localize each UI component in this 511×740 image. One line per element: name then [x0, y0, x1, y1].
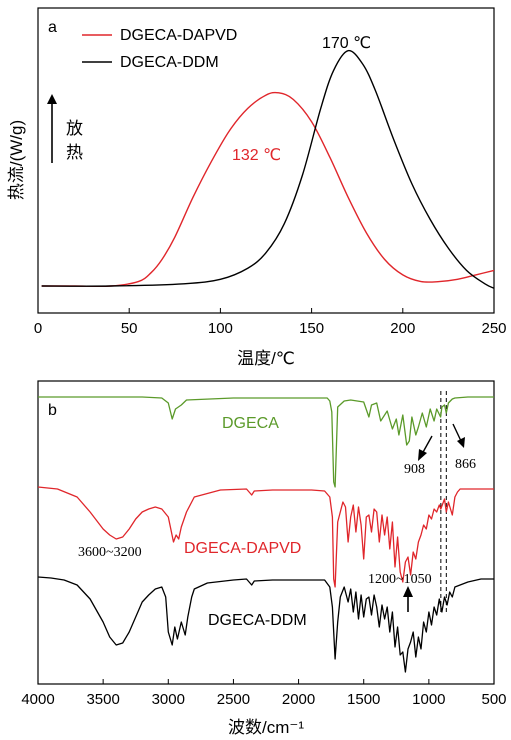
panel-b-tick-label: 2000 — [282, 691, 315, 708]
arrow-908-line — [421, 435, 433, 455]
panel-b-tick-label: 3000 — [152, 691, 185, 708]
arrow-866-line — [452, 423, 462, 442]
panel-b-tick-label: 2500 — [217, 691, 250, 708]
legend-label-dapvd: DGECA-DAPVD — [120, 27, 237, 44]
panel-a-tick-label: 200 — [390, 320, 415, 337]
panel-a-tick-label: 150 — [299, 320, 324, 337]
dsc-curve-dgeca-ddm — [41, 49, 495, 289]
panel-a-letter: a — [48, 19, 57, 36]
panel-a-frame — [37, 7, 495, 314]
panel-b: b 4000 3500 3000 2500 2000 1500 1000 500 波数/cm⁻… — [21, 380, 507, 737]
panel-b-xlabel: 波数/cm⁻¹ — [228, 718, 304, 737]
annotation-866: 866 — [455, 457, 476, 472]
ir-spectrum-dgeca-dapvd — [37, 486, 494, 588]
annotation-908: 908 — [404, 462, 425, 477]
panel-b-letter: b — [48, 402, 57, 419]
label-dgeca-ddm: DGECA-DDM — [208, 612, 307, 629]
panel-a-tick-label: 250 — [481, 320, 506, 337]
annotation-1200-1050: 1200~1050 — [368, 572, 432, 587]
panel-a-curves — [41, 49, 495, 289]
peak-label-ddm: 170 ℃ — [322, 35, 371, 52]
panel-b-x-ticks: 4000 3500 3000 2500 2000 1500 1000 500 — [21, 679, 507, 708]
panel-b-curves — [37, 396, 494, 673]
panel-a-ylabel: 热流/(W/g) — [7, 120, 26, 200]
panel-a-tick-label: 100 — [208, 320, 233, 337]
panel-b-frame — [37, 380, 495, 685]
panel-a-tick-label: 0 — [34, 320, 42, 337]
peak-label-dapvd: 132 ℃ — [232, 147, 281, 164]
label-dgeca-dapvd: DGECA-DAPVD — [184, 540, 301, 557]
label-dgeca: DGECA — [222, 415, 279, 432]
ir-spectrum-dgeca-ddm — [37, 576, 494, 673]
panel-a: a 0 50 100 150 200 250 温度/℃ 热流/(W/g) 放 热 DGEC… — [7, 7, 507, 368]
arrow-866-head — [457, 437, 465, 448]
exo-arrow-head — [47, 94, 57, 104]
panel-a-xlabel: 温度/℃ — [237, 349, 295, 368]
panel-a-x-ticks: 0 50 100 150 200 250 — [34, 308, 507, 337]
panel-b-tick-label: 1500 — [347, 691, 380, 708]
panel-a-tick-label: 50 — [121, 320, 138, 337]
arrow-908-head — [418, 449, 427, 461]
panel-b-tick-label: 500 — [481, 691, 506, 708]
panel-b-tick-label: 3500 — [86, 691, 119, 708]
ir-spectrum-dgeca — [38, 396, 494, 488]
panel-b-tick-label: 4000 — [21, 691, 54, 708]
arrow-1200-head — [403, 586, 413, 597]
exo-label-1: 放 — [66, 119, 83, 138]
annotation-3600-3200: 3600~3200 — [78, 545, 142, 560]
panel-b-tick-label: 1000 — [412, 691, 445, 708]
legend-label-ddm: DGECA-DDM — [120, 54, 219, 71]
dsc-curve-dgeca-dapvd — [41, 91, 495, 288]
exo-label-2: 热 — [66, 143, 83, 162]
reference-lines — [440, 391, 447, 612]
